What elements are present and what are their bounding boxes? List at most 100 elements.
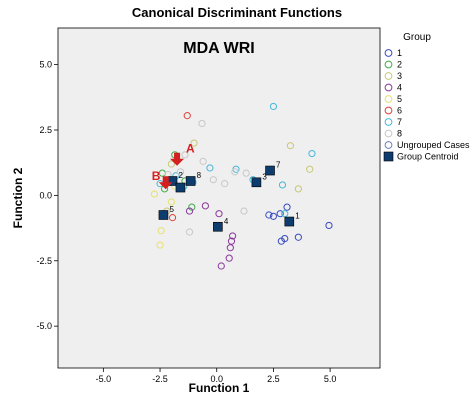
data-point-group-4: [225, 254, 233, 262]
legend-marker: [384, 129, 393, 138]
centroid-label: 1: [295, 212, 300, 221]
legend-marker: [384, 118, 393, 126]
data-point-group-6: [168, 214, 177, 222]
legend-marker: [384, 49, 393, 57]
data-point-group-5: [157, 227, 165, 235]
marker-arrow-b: [158, 176, 173, 190]
x-axis-label: Function 1: [189, 381, 250, 395]
legend-title: Group: [403, 32, 431, 43]
data-point-group-4: [227, 237, 236, 245]
data-point-group-4: [229, 232, 237, 240]
data-point-group-6: [183, 112, 191, 120]
data-point-group-8: [209, 176, 217, 184]
data-point-group-7: [269, 102, 278, 111]
y-axis-ticks: 5.0 2.5 0.0 -2.5 -5.0: [36, 60, 58, 331]
x-tick-label: -5.0: [96, 374, 112, 384]
centroid-group-8: [185, 176, 196, 186]
highlight-markers: AB: [152, 142, 195, 190]
legend-marker: [384, 72, 393, 80]
legend-label: 3: [397, 71, 402, 81]
centroid-group-1: [284, 216, 295, 227]
data-point-group-8: [185, 228, 194, 236]
centroid-label: 4: [224, 217, 229, 226]
marker-label-b: B: [152, 169, 161, 183]
legend-label: 8: [397, 129, 402, 139]
y-tick-label: -5.0: [36, 321, 52, 331]
data-point-group-4: [201, 202, 209, 210]
data-point-group-1: [294, 233, 302, 241]
data-point-group-2: [188, 203, 196, 211]
data-point-group-7: [206, 164, 214, 172]
data-point-group-8: [176, 168, 185, 176]
legend-marker: [384, 83, 393, 92]
legend-marker: [384, 95, 393, 103]
data-point-group-1: [281, 234, 289, 243]
legend-label: 7: [397, 117, 402, 127]
centroid-group-3: [251, 177, 262, 188]
centroid-label: 3: [262, 172, 267, 181]
marker-arrow-a: [170, 152, 185, 166]
legend-label: Ungrouped Cases: [397, 140, 470, 150]
data-point-group-8: [221, 180, 229, 188]
data-point-group-3: [167, 160, 175, 168]
x-tick-label: 2.5: [267, 374, 280, 384]
legend-label: 2: [397, 60, 402, 70]
data-point-group-3: [286, 142, 295, 150]
data-point-group-1: [265, 211, 273, 219]
x-axis-ticks: -5.0 -2.5 0.0 2.5 5.0: [96, 368, 337, 384]
centroid-label: 8: [197, 171, 202, 180]
legend-label: 1: [397, 48, 402, 58]
data-point-group-8: [240, 207, 248, 215]
data-point-group-4: [185, 207, 194, 215]
data-point-group-3: [294, 185, 302, 193]
legend-marker: [383, 151, 394, 162]
centroid-label: 7: [276, 161, 281, 170]
data-point-group-3: [190, 139, 198, 147]
data-point-group-5: [150, 190, 158, 198]
centroid-label: 2: [179, 171, 184, 180]
x-tick-label: 5.0: [324, 374, 337, 384]
legend-marker: [384, 141, 393, 149]
centroid-group-5: [158, 210, 169, 220]
legend-label: 6: [397, 106, 402, 116]
y-axis-label: Function 2: [11, 167, 25, 228]
centroid-group-6: [175, 182, 186, 193]
data-point-group-1: [276, 210, 284, 218]
x-tick-label: -2.5: [152, 374, 168, 384]
legend-marker: [384, 60, 393, 69]
legend-label: Group Centroid: [397, 152, 459, 162]
chart-annotation: MDA WRI: [183, 40, 254, 57]
data-point-group-8: [231, 168, 239, 176]
centroid-group-7: [265, 165, 275, 176]
data-point-group-7: [278, 181, 287, 189]
data-point-group-5: [167, 198, 175, 206]
y-tick-label: 0.0: [39, 190, 52, 200]
data-point-group-7: [308, 149, 316, 158]
data-point-group-8: [198, 119, 206, 128]
y-tick-label: 5.0: [39, 60, 52, 70]
data-point-group-1: [325, 221, 333, 230]
y-tick-label: 2.5: [39, 125, 52, 135]
data-point-group-4: [217, 262, 225, 270]
data-point-group-4: [226, 244, 234, 252]
data-point-group-8: [242, 169, 250, 177]
data-points: [150, 102, 333, 270]
data-point-group-5: [156, 241, 164, 249]
chart-title: Canonical Discriminant Functions: [132, 5, 342, 20]
data-point-group-8: [181, 151, 189, 159]
y-tick-label: -2.5: [36, 256, 52, 266]
data-point-group-3: [306, 165, 314, 173]
data-point-group-4: [215, 210, 223, 218]
centroid-label: 5: [169, 205, 174, 214]
data-point-group-8: [199, 157, 207, 165]
data-point-group-1: [269, 212, 278, 220]
x-tick-label: 0.0: [210, 374, 223, 384]
plot-area: [57, 27, 381, 369]
marker-label-a: A: [186, 142, 195, 156]
legend-label: 5: [397, 94, 402, 104]
centroid-group-4: [213, 221, 223, 232]
data-point-group-1: [283, 203, 291, 211]
